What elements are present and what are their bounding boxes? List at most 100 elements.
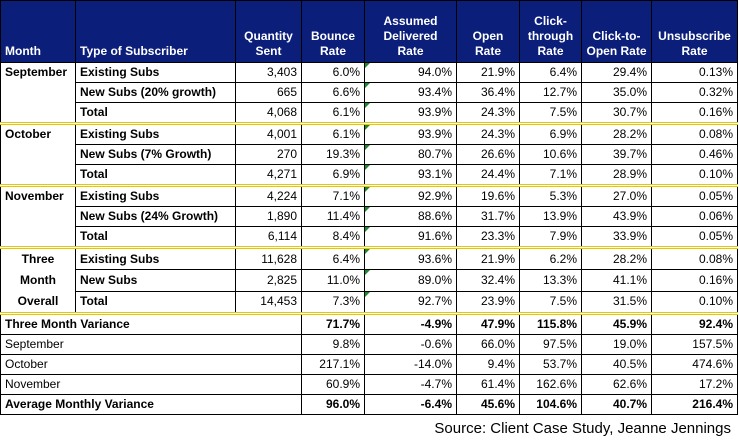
open-cell: 23.3% xyxy=(456,226,520,248)
quantity-cell: 11,628 xyxy=(235,245,302,271)
ctr-cell: 162.6% xyxy=(519,374,582,395)
table-row: Total 4,068 6.1% 93.9% 24.3% 7.5% 30.7% … xyxy=(1,102,738,124)
open-cell: 23.9% xyxy=(456,290,520,315)
variance-row: September 9.8% -0.6% 66.0% 97.5% 19.0% 1… xyxy=(0,334,738,355)
bounce-cell: 11.4% xyxy=(301,206,365,227)
open-cell: 66.0% xyxy=(456,334,520,355)
header-click-to-open-rate: Click-to-Open Rate xyxy=(581,0,652,63)
delivered-cell: 93.1% xyxy=(364,164,457,186)
delivered-cell: -4.9% xyxy=(364,312,457,335)
open-cell: 32.4% xyxy=(456,269,520,292)
variance-label: Average Monthly Variance xyxy=(0,394,302,415)
type-cell: Existing Subs xyxy=(75,184,236,207)
unsub-cell: 0.06% xyxy=(651,206,738,227)
cto-cell: 28.9% xyxy=(581,164,652,186)
type-cell: New Subs (7% Growth) xyxy=(75,144,236,165)
ctr-cell: 6.2% xyxy=(519,245,582,271)
table-row: New Subs 2,825 11.0% 89.0% 32.4% 13.3% 4… xyxy=(1,269,738,292)
delivered-cell: 93.9% xyxy=(364,102,457,124)
delivered-cell: -4.7% xyxy=(364,374,457,395)
quantity-cell: 14,453 xyxy=(235,290,302,315)
variance-row: November 60.9% -4.7% 61.4% 162.6% 62.6% … xyxy=(0,374,738,395)
cto-cell: 62.6% xyxy=(581,374,652,395)
quantity-cell: 2,825 xyxy=(235,269,302,292)
cto-cell: 28.2% xyxy=(581,122,652,145)
quantity-cell: 4,001 xyxy=(235,122,302,145)
open-cell: 26.6% xyxy=(456,144,520,165)
cto-cell: 35.0% xyxy=(581,82,652,103)
open-cell: 24.4% xyxy=(456,164,520,186)
variance-label: Three Month Variance xyxy=(0,312,302,335)
header-month: Month xyxy=(0,0,76,63)
header-open-rate: Open Rate xyxy=(456,0,520,63)
bounce-cell: 7.3% xyxy=(301,290,365,315)
delivered-cell: 89.0% xyxy=(364,269,457,292)
type-cell: Existing Subs xyxy=(75,245,236,271)
cto-cell: 41.1% xyxy=(581,269,652,292)
open-cell: 45.6% xyxy=(456,394,520,415)
unsub-cell: 0.16% xyxy=(651,269,738,292)
open-cell: 9.4% xyxy=(456,354,520,375)
header-assumed-delivered-rate: Assumed Delivered Rate xyxy=(364,0,457,63)
delivered-cell: -6.4% xyxy=(364,394,457,415)
cto-cell: 19.0% xyxy=(581,334,652,355)
bounce-cell: 217.1% xyxy=(301,354,365,375)
month-cell-october: October xyxy=(0,122,76,186)
type-cell: New Subs xyxy=(75,269,236,292)
bounce-cell: 8.4% xyxy=(301,226,365,248)
ctr-cell: 115.8% xyxy=(519,312,582,335)
variance-row: Average Monthly Variance 96.0% -6.4% 45.… xyxy=(0,394,738,415)
unsub-cell: 474.6% xyxy=(651,354,738,375)
cto-cell: 39.7% xyxy=(581,144,652,165)
table-row: October Existing Subs 4,001 6.1% 93.9% 2… xyxy=(0,122,738,186)
table-row: Three Month Overall Existing Subs 11,628… xyxy=(0,245,738,314)
open-cell: 21.9% xyxy=(456,62,520,83)
open-cell: 31.7% xyxy=(456,206,520,227)
open-cell: 36.4% xyxy=(456,82,520,103)
header-quantity-sent: Quantity Sent xyxy=(235,0,302,63)
month-cell-september: September xyxy=(0,62,76,124)
quantity-cell: 6,114 xyxy=(235,226,302,248)
bounce-cell: 6.1% xyxy=(301,102,365,124)
open-cell: 61.4% xyxy=(456,374,520,395)
month-cell-three-month-overall: Three Month Overall xyxy=(0,246,76,314)
ctr-cell: 7.9% xyxy=(519,226,582,248)
cto-cell: 28.2% xyxy=(581,245,652,271)
unsub-cell: 0.10% xyxy=(651,290,738,315)
quantity-cell: 4,068 xyxy=(235,102,302,124)
delivered-cell: 91.6% xyxy=(364,226,457,248)
delivered-cell: 93.4% xyxy=(364,82,457,103)
delivered-cell: 93.6% xyxy=(364,245,457,271)
quantity-cell: 4,271 xyxy=(235,164,302,186)
bounce-cell: 7.1% xyxy=(301,184,365,207)
unsub-cell: 0.08% xyxy=(651,122,738,145)
table-row: September Existing Subs 3,403 6.0% 94.0%… xyxy=(0,62,738,124)
type-cell: Total xyxy=(75,102,236,124)
quantity-cell: 270 xyxy=(235,144,302,165)
unsub-cell: 0.16% xyxy=(651,102,738,124)
ctr-cell: 7.5% xyxy=(519,102,582,124)
open-cell: 19.6% xyxy=(456,184,520,207)
open-cell: 24.3% xyxy=(456,102,520,124)
bounce-cell: 96.0% xyxy=(301,394,365,415)
delivered-cell: 88.6% xyxy=(364,206,457,227)
header-type: Type of Subscriber xyxy=(75,0,236,63)
table-row: Total 4,271 6.9% 93.1% 24.4% 7.1% 28.9% … xyxy=(1,164,738,186)
ctr-cell: 12.7% xyxy=(519,82,582,103)
quantity-cell: 1,890 xyxy=(235,206,302,227)
unsub-cell: 216.4% xyxy=(651,394,738,415)
type-cell: Total xyxy=(75,226,236,248)
unsub-cell: 0.10% xyxy=(651,164,738,186)
type-cell: New Subs (20% growth) xyxy=(75,82,236,103)
source-caption: Source: Client Case Study, Jeanne Jennin… xyxy=(434,420,731,437)
bounce-cell: 71.7% xyxy=(301,312,365,335)
bounce-cell: 6.9% xyxy=(301,164,365,186)
table-row: New Subs (24% Growth) 1,890 11.4% 88.6% … xyxy=(1,206,738,227)
cto-cell: 43.9% xyxy=(581,206,652,227)
variance-row: October 217.1% -14.0% 9.4% 53.7% 40.5% 4… xyxy=(0,354,738,375)
type-cell: Total xyxy=(75,164,236,186)
quantity-cell: 665 xyxy=(235,82,302,103)
bounce-cell: 6.0% xyxy=(301,62,365,83)
ctr-cell: 13.3% xyxy=(519,269,582,292)
cto-cell: 40.7% xyxy=(581,394,652,415)
